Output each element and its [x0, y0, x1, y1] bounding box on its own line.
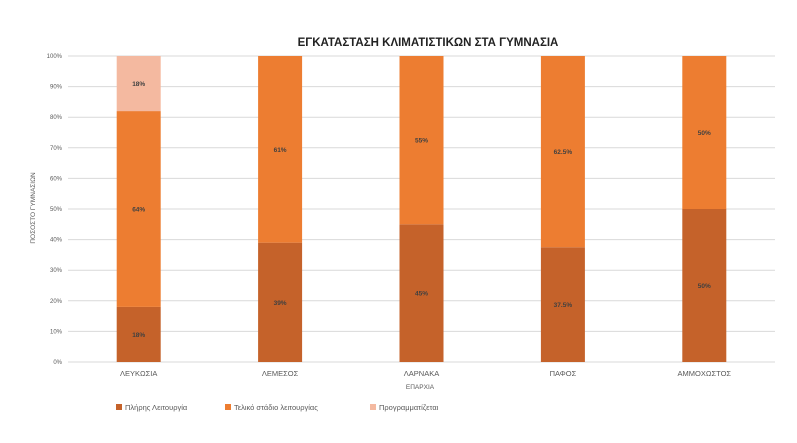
bar-segment: [116, 111, 161, 307]
y-tick-label: 10%: [50, 329, 63, 335]
bar-segment: [399, 56, 444, 225]
y-axis-ticks: 0% 10% 20% 30% 40% 50% 60% 70% 80% 90% 100%: [47, 54, 63, 366]
legend-swatch: [370, 404, 376, 410]
y-tick-label: 60%: [50, 176, 63, 182]
legend-swatch: [225, 404, 231, 410]
bar-segment: [399, 224, 444, 362]
bar-segment: [682, 209, 727, 362]
data-label: 50%: [698, 130, 711, 137]
bar-segment: [116, 306, 161, 362]
x-category-label: ΛΕΥΚΩΣΙΑ: [120, 369, 157, 378]
x-axis-title: ΕΠΑΡΧΙΑ: [406, 384, 435, 391]
legend-item: Προγραμματίζεται: [370, 403, 439, 412]
legend: Πλήρης Λειτουργία Τελικό στάδιο λειτουργί…: [116, 403, 439, 412]
bar-segment: [540, 56, 585, 248]
x-category-label: ΠΑΦΟΣ: [550, 369, 577, 378]
data-label: 39%: [274, 300, 287, 307]
legend-label: Προγραμματίζεται: [379, 403, 439, 412]
y-tick-label: 80%: [50, 115, 63, 121]
data-labels: 18% 64% 18% 39% 61% 45% 55% 37.5% 62.5% 50% 50%: [132, 81, 711, 339]
legend-item: Πλήρης Λειτουργία: [116, 403, 188, 412]
y-tick-label: 30%: [50, 268, 63, 274]
data-label: 64%: [132, 207, 145, 214]
legend-swatch: [116, 404, 122, 410]
x-category-label: ΑΜΜΟΧΩΣΤΟΣ: [678, 369, 732, 378]
y-tick-label: 0%: [53, 360, 62, 366]
y-tick-label: 40%: [50, 238, 63, 244]
legend-item: Τελικό στάδιο λειτουργίας: [225, 403, 318, 412]
chart-title: ΕΓΚΑΤΑΣΤΑΣΗ ΚΛΙΜΑΤΙΣΤΙΚΩΝ ΣΤΑ ΓΥΜΝΑΣΙΑ: [298, 37, 559, 49]
bars: [116, 56, 727, 362]
x-category-label: ΛΑΡΝΑΚΑ: [404, 369, 439, 378]
bar-segment: [682, 56, 727, 209]
data-label: 37.5%: [554, 302, 573, 309]
bar-segment: [258, 242, 303, 362]
y-tick-label: 70%: [50, 146, 63, 152]
x-axis-categories: ΛΕΥΚΩΣΙΑ ΛΕΜΕΣΟΣ ΛΑΡΝΑΚΑ ΠΑΦΟΣ ΑΜΜΟΧΩΣΤΟΣ: [120, 369, 731, 378]
bar-segment: [116, 56, 161, 112]
x-category-label: ΛΕΜΕΣΟΣ: [262, 369, 299, 378]
data-label: 62.5%: [554, 149, 573, 156]
data-label: 18%: [132, 81, 145, 88]
legend-label: Πλήρης Λειτουργία: [125, 403, 188, 412]
y-tick-label: 90%: [50, 85, 63, 91]
y-tick-label: 50%: [50, 207, 63, 213]
y-axis-title: ΠΟΣΟΣΤΟ ΓΥΜΝΑΣΙΩΝ: [30, 172, 37, 244]
bar-segment: [540, 247, 585, 362]
bar-segment: [258, 56, 303, 243]
legend-label: Τελικό στάδιο λειτουργίας: [234, 403, 318, 412]
data-label: 18%: [132, 332, 145, 339]
data-label: 61%: [274, 147, 287, 154]
data-label: 50%: [698, 283, 711, 290]
data-label: 45%: [415, 291, 428, 298]
y-tick-label: 20%: [50, 299, 63, 305]
y-tick-label: 100%: [47, 54, 63, 60]
data-label: 55%: [415, 138, 428, 145]
